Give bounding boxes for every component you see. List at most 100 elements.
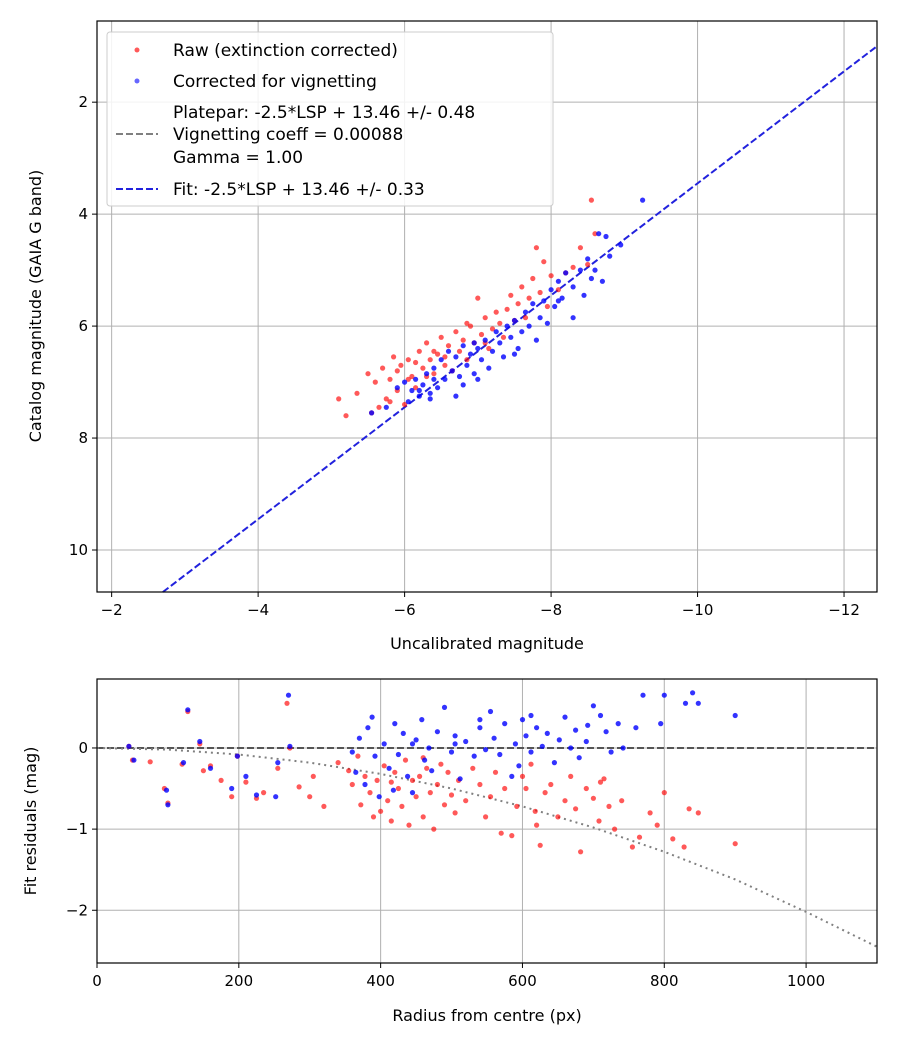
bottom-raw-point xyxy=(647,810,653,816)
bottom-corrected-point xyxy=(633,725,639,731)
bottom-corrected-point xyxy=(615,721,621,727)
top-x-tick-label: −12 xyxy=(828,601,860,619)
top-raw-point xyxy=(445,343,452,349)
bottom-corrected-point xyxy=(471,753,477,759)
bottom-corrected-point xyxy=(372,753,378,759)
bottom-raw-point xyxy=(537,842,543,848)
top-raw-point xyxy=(548,273,554,279)
bottom-corrected-point xyxy=(426,745,432,751)
bottom-raw-point xyxy=(261,790,267,796)
bottom-raw-point xyxy=(402,757,409,763)
bottom-y-tick-label: 0 xyxy=(78,739,88,757)
bottom-raw-point xyxy=(395,785,401,792)
top-corrected-point xyxy=(588,275,595,282)
top-corrected-point xyxy=(603,233,609,240)
bottom-raw-point xyxy=(362,773,368,780)
top-corrected-point xyxy=(467,351,474,357)
bottom-corrected-point xyxy=(523,733,529,739)
bottom-corrected-point xyxy=(597,712,604,719)
top-raw-point xyxy=(416,348,422,354)
bottom-raw-point xyxy=(601,776,607,782)
bottom-corrected-point xyxy=(452,741,458,747)
top-raw-point xyxy=(570,264,576,270)
bottom-corrected-point xyxy=(519,717,526,723)
bottom-raw-point xyxy=(434,781,440,788)
top-corrected-point xyxy=(541,298,547,304)
bottom-corrected-point xyxy=(275,760,281,766)
top-raw-point xyxy=(442,362,448,368)
bottom-x-tick-label: 400 xyxy=(366,972,395,990)
bottom-raw-point xyxy=(502,785,508,792)
top-corrected-point xyxy=(475,345,481,352)
top-x-tick-label: −2 xyxy=(101,601,123,619)
legend-label-corrected: Corrected for vignetting xyxy=(173,72,377,92)
bottom-corrected-point xyxy=(390,787,396,793)
top-y-tick-label: 10 xyxy=(69,541,88,559)
bottom-corrected-point xyxy=(405,773,411,780)
bottom-raw-point xyxy=(514,803,520,810)
legend-marker-raw xyxy=(134,47,140,53)
top-corrected-point xyxy=(585,256,591,262)
bottom-raw-point xyxy=(498,830,504,836)
top-corrected-point xyxy=(409,387,415,394)
top-corrected-point xyxy=(559,295,565,301)
bottom-raw-point xyxy=(732,841,738,847)
bottom-corrected-point xyxy=(185,707,191,713)
bottom-raw-point xyxy=(431,826,437,832)
top-raw-point xyxy=(486,345,492,352)
top-corrected-point xyxy=(445,348,452,354)
bottom-corrected-point xyxy=(429,768,435,774)
bottom-raw-point xyxy=(534,822,540,828)
bottom-x-tick-label: 600 xyxy=(508,972,537,990)
bottom-raw-point xyxy=(568,773,574,780)
bottom-raw-point xyxy=(392,769,398,775)
bottom-raw-point xyxy=(596,818,602,824)
bottom-y-tick-label: −1 xyxy=(66,820,88,838)
bottom-raw-point xyxy=(555,814,561,820)
bottom-corrected-point xyxy=(273,794,279,800)
bottom-raw-point xyxy=(578,849,584,855)
bottom-corrected-point xyxy=(551,760,558,766)
bottom-raw-point xyxy=(606,803,612,810)
bottom-y-axis-label: Fit residuals (mag) xyxy=(21,747,40,896)
top-raw-point xyxy=(482,315,488,321)
legend-label-fit: Fit: -2.5*LSP + 13.46 +/- 0.33 xyxy=(173,180,425,200)
bottom-raw-point xyxy=(367,790,373,796)
top-raw-point xyxy=(497,320,503,326)
top-corrected-point xyxy=(526,323,532,329)
top-corrected-point xyxy=(471,340,477,346)
top-corrected-point xyxy=(544,320,551,326)
top-corrected-point xyxy=(427,390,433,396)
top-raw-point xyxy=(442,354,448,360)
bottom-y-tick-label: −2 xyxy=(66,901,88,919)
bottom-raw-point xyxy=(583,785,589,792)
bottom-raw-point xyxy=(573,806,579,812)
bottom-axes-frame xyxy=(96,678,878,964)
bottom-corrected-point xyxy=(528,749,534,755)
top-raw-point xyxy=(515,301,521,307)
bottom-corrected-point xyxy=(413,737,419,743)
top-raw-point xyxy=(336,396,342,402)
bottom-raw-point xyxy=(695,810,701,816)
legend-label-platepar: Platepar: -2.5*LSP + 13.46 +/- 0.48 xyxy=(173,103,475,123)
bottom-corrected-point xyxy=(243,773,249,780)
bottom-raw-point xyxy=(385,798,391,804)
top-raw-point xyxy=(427,357,433,363)
bottom-corrected-point xyxy=(690,690,696,696)
top-corrected-point xyxy=(464,362,470,368)
bottom-x-tick-label: 800 xyxy=(650,972,679,990)
bottom-corrected-point xyxy=(497,751,503,758)
bottom-corrected-point xyxy=(229,785,235,792)
top-raw-point xyxy=(405,376,411,382)
top-corrected-point xyxy=(456,373,463,380)
top-corrected-point xyxy=(405,399,411,405)
bottom-corrected-point xyxy=(608,749,614,755)
bottom-corrected-point xyxy=(452,733,458,739)
bottom-raw-point xyxy=(542,790,548,796)
bottom-raw-point xyxy=(406,822,412,828)
top-corrected-point xyxy=(416,393,422,399)
top-raw-point xyxy=(544,303,551,310)
top-corrected-point xyxy=(431,365,437,371)
top-raw-point xyxy=(424,340,430,346)
bottom-raw-point xyxy=(483,814,489,820)
